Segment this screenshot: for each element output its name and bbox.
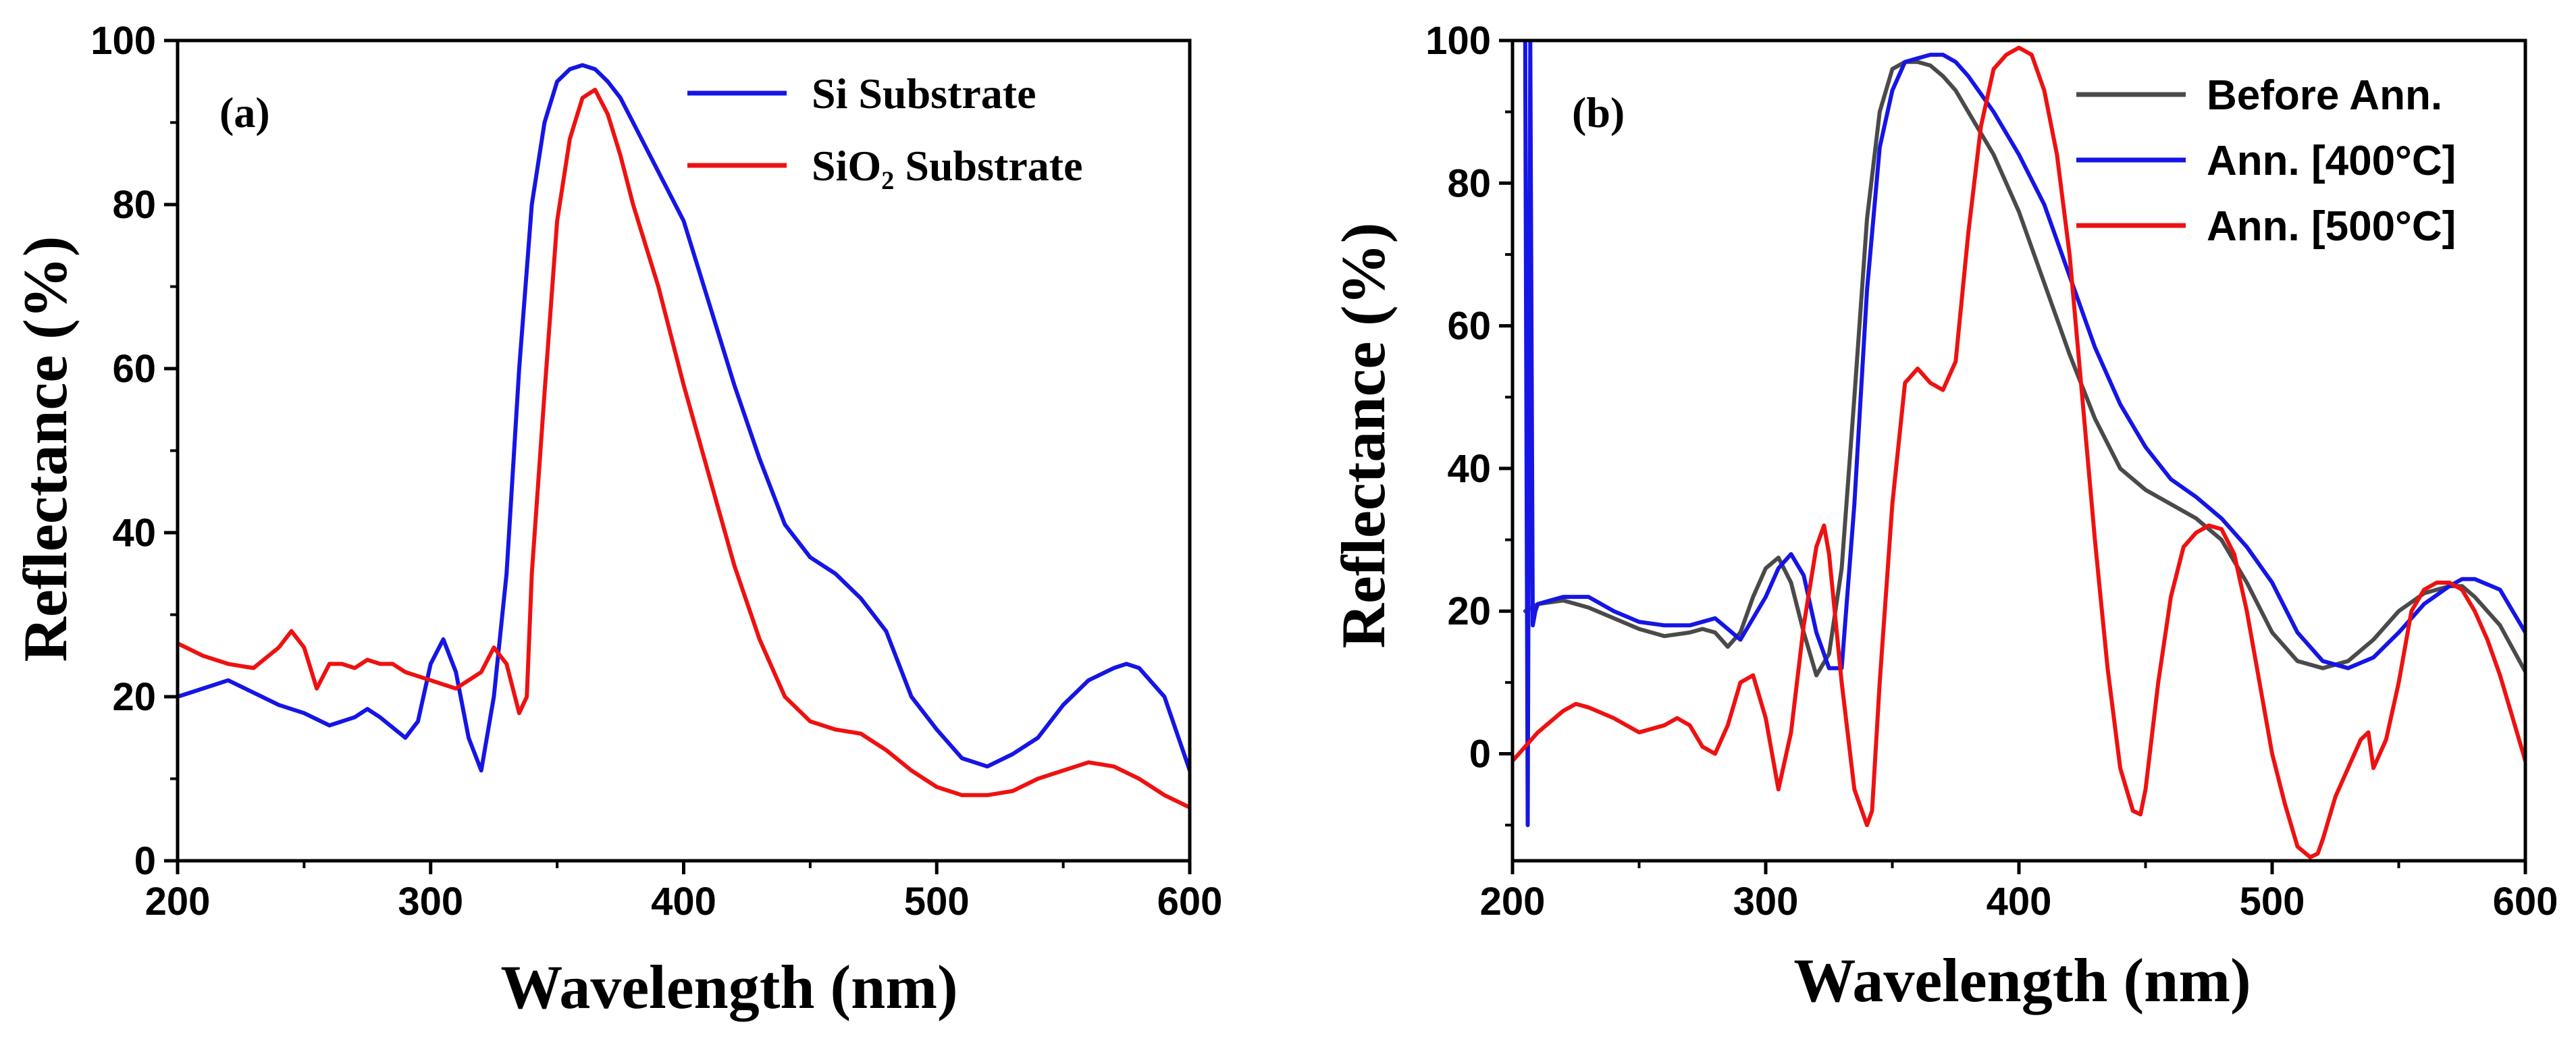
panel-a-y-tick-label: 0 (134, 839, 156, 883)
panel-b-y-tick-label: 100 (1425, 19, 1491, 63)
panel-a-plot-area: 200 300 400 500 600 0 20 40 60 80 100 (90, 19, 1222, 924)
panel-a-x-tick-label: 200 (145, 880, 211, 924)
legend-label-ann-500: Ann. [500°C] (2207, 203, 2456, 250)
panel-a-x-tick-label: 600 (1157, 880, 1223, 924)
legend-label-ann-400: Ann. [400°C] (2207, 138, 2456, 184)
legend-label-before-ann: Before Ann. (2207, 72, 2442, 119)
panel-b-x-tick-label: 300 (1733, 880, 1799, 924)
panel-b-label: (b) (1572, 88, 1625, 136)
panel-b-plot-area: 200 300 400 500 600 0 20 40 60 80 100 (1425, 19, 2558, 924)
panel-a-series-sio-substrate (178, 87, 1190, 809)
panel-b-y-tick-label: 0 (1469, 732, 1491, 776)
panel-b-x-axis-title: Wavelength (nm) (1793, 946, 2251, 1015)
panel-a-x-tick-label: 500 (904, 880, 970, 924)
legend-label-sio2-substrate: SiO₂ Substrate (812, 142, 1082, 190)
panel-b: 200 300 400 500 600 0 20 40 60 80 100 (b) Waveleng… (1329, 19, 2558, 1015)
panel-b-y-axis-title: Reflectance (%) (1329, 223, 1398, 649)
panel-a-y-tick-label: 40 (112, 511, 156, 555)
panel-a-series-si-substrate (178, 63, 1190, 773)
panel-a-y-axis-title: Reflectance (%) (11, 236, 80, 662)
panel-b-series-ann-400-c (1523, 41, 2525, 828)
panel-a-legend: Si Substrate SiO₂ Substrate (687, 70, 1082, 190)
panel-b-y-tick-label: 60 (1447, 304, 1491, 348)
panel-b-x-tick-label: 400 (1987, 880, 2052, 924)
panel-b-y-tick-label: 40 (1447, 447, 1491, 491)
panel-b-series-before-ann (1523, 59, 2525, 678)
panel-a-x-tick-label: 300 (398, 880, 463, 924)
panel-b-legend: Before Ann. Ann. [400°C] Ann. [500°C] (2076, 72, 2456, 250)
panel-a-label: (a) (219, 88, 270, 136)
panel-a-y-tick-label: 80 (112, 183, 156, 227)
panel-a-y-tick-label: 60 (112, 347, 156, 391)
legend-label-si-substrate: Si Substrate (812, 70, 1036, 117)
panel-a: 200 300 400 500 600 0 20 40 60 80 100 (a) Waveleng… (11, 19, 1222, 1021)
panel-a-x-axis-title: Wavelength (nm) (500, 953, 957, 1021)
panel-b-y-tick-label: 80 (1447, 161, 1491, 205)
panel-b-series-group (1513, 41, 2525, 859)
panel-b-x-tick-label: 500 (2240, 880, 2305, 924)
panel-a-series-group (178, 63, 1190, 809)
panel-b-x-tick-label: 200 (1480, 880, 1546, 924)
panel-b-x-tick-label: 600 (2493, 880, 2558, 924)
panel-b-y-tick-label: 20 (1447, 589, 1491, 633)
panel-a-x-tick-label: 400 (651, 880, 716, 924)
panel-b-series-ann-500-c (1513, 45, 2525, 859)
panel-a-y-tick-label: 100 (90, 19, 156, 63)
panel-a-y-tick-label: 20 (112, 675, 156, 719)
